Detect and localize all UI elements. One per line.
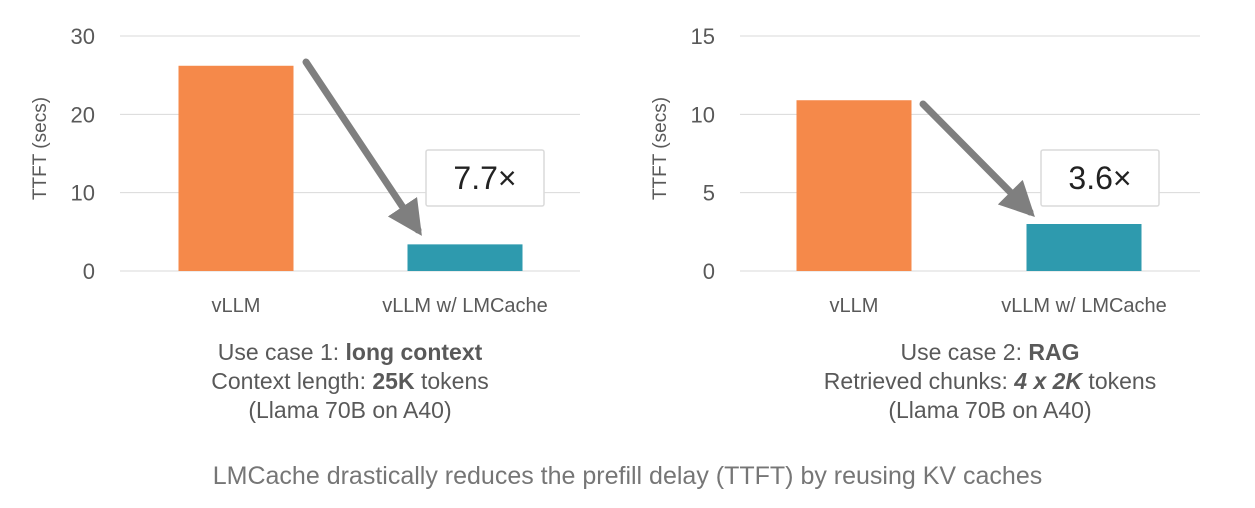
footer-summary: LMCache drastically reduces the prefill … — [212, 462, 1043, 490]
y-axis-label: TTFT (secs) — [650, 97, 671, 200]
caption-line-2: Context length: 25K tokens — [211, 368, 489, 394]
x-category-label: vLLM — [830, 295, 879, 317]
caption-line-3: (Llama 70B on A40) — [888, 397, 1092, 423]
caption-line-3: (Llama 70B on A40) — [248, 397, 452, 423]
caption-long-context: Use case 1: long context Context length:… — [130, 338, 570, 425]
speedup-label: 7.7× — [453, 160, 516, 196]
y-tick-label: 0 — [703, 259, 715, 284]
speedup-arrow — [919, 100, 1035, 217]
bar-vllm-lmcache — [407, 244, 523, 271]
bar-vllm — [178, 65, 294, 272]
y-tick-label: 10 — [71, 181, 95, 206]
y-tick-label: 30 — [71, 24, 95, 49]
speedup-label: 3.6× — [1068, 160, 1131, 196]
caption-line-1: Use case 2: RAG — [900, 339, 1080, 365]
y-tick-label: 20 — [71, 102, 95, 127]
caption-line-2: Retrieved chunks: 4 x 2K tokens — [823, 368, 1157, 394]
speedup-arrow — [302, 58, 422, 236]
y-tick-label: 5 — [703, 181, 715, 206]
x-category-label: vLLM — [212, 295, 261, 317]
bar-vllm-lmcache — [1026, 224, 1142, 271]
bar-vllm — [796, 100, 912, 271]
x-category-label: vLLM w/ LMCache — [382, 295, 548, 317]
speedup-box — [1040, 149, 1160, 207]
y-tick-label: 0 — [83, 259, 95, 284]
y-axis-label: TTFT (secs) — [30, 97, 51, 200]
caption-line-1: Use case 1: long context — [217, 339, 483, 365]
x-category-label: vLLM w/ LMCache — [1001, 295, 1167, 317]
y-tick-label: 15 — [691, 24, 715, 49]
y-tick-label: 10 — [691, 102, 715, 127]
chart-rag: 0 5 10 15 TTFT (secs) vLLM vLLM w/ LMCache 3.6× — [650, 24, 1200, 317]
caption-rag: Use case 2: RAG Retrieved chunks: 4 x 2K… — [750, 338, 1230, 425]
speedup-box — [425, 149, 545, 207]
chart-long-context: 0 10 20 30 TTFT (secs) vLLM vLLM w/ LMCache 7.7… — [30, 24, 580, 317]
